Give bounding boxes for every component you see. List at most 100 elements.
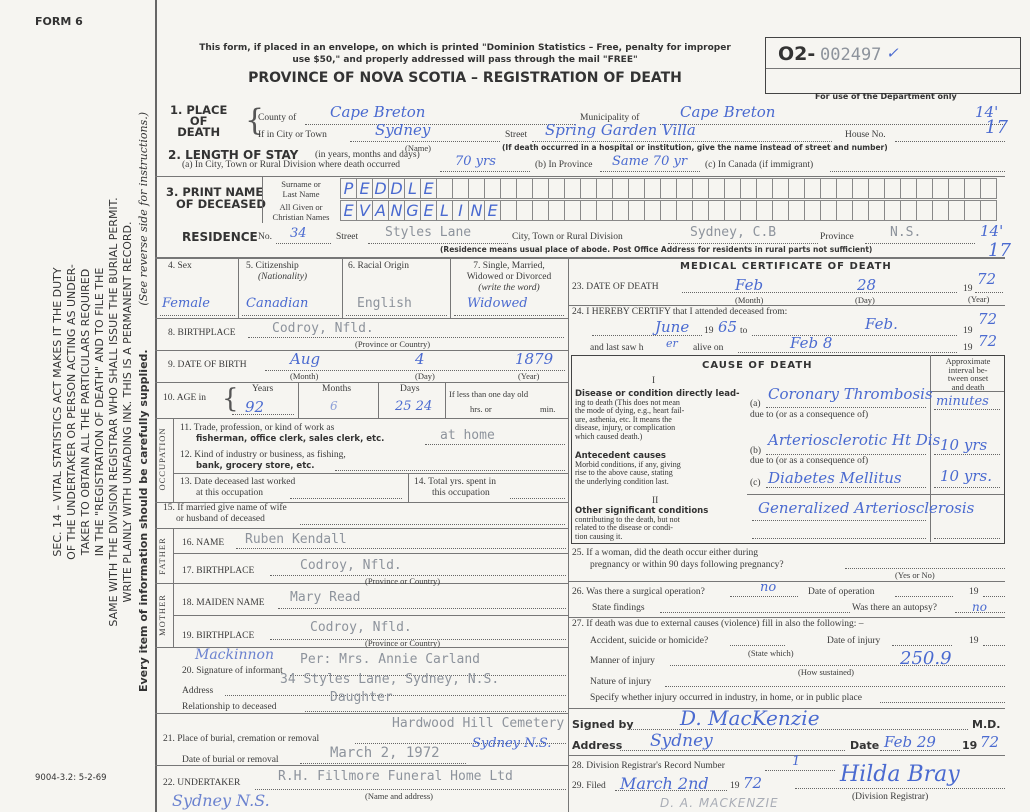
record-number[interactable]: 1 [792, 754, 801, 769]
certify-year[interactable]: 72 [980, 733, 1000, 751]
cause-b-value[interactable]: Arteriosclerotic Ht Dis [768, 431, 941, 449]
informant-signature[interactable]: Mackinnon [195, 647, 274, 663]
letter-box[interactable] [501, 201, 517, 220]
citizenship-value[interactable]: Canadian [246, 296, 309, 311]
letter-box[interactable] [901, 201, 917, 220]
municipality-value[interactable]: Cape Breton [680, 103, 776, 121]
letter-box[interactable]: E [341, 201, 357, 220]
dob-day[interactable]: 4 [415, 350, 425, 368]
residence-city[interactable]: Sydney, C.B [690, 225, 777, 240]
surgical-operation-value[interactable]: no [760, 580, 777, 595]
letter-box[interactable] [757, 201, 773, 220]
letter-box[interactable] [565, 201, 581, 220]
letter-box[interactable] [837, 179, 853, 198]
letter-box[interactable]: E [421, 201, 437, 220]
letter-box[interactable] [949, 201, 965, 220]
mother-birthplace[interactable]: Codroy, Nfld. [310, 620, 412, 635]
county-value[interactable]: Cape Breton [330, 103, 426, 121]
certify-date[interactable]: Feb 29 [884, 733, 936, 751]
letter-box[interactable] [549, 179, 565, 198]
letter-box[interactable] [773, 201, 789, 220]
letter-box[interactable] [677, 179, 693, 198]
filed-date[interactable]: March 2nd [620, 774, 709, 793]
residence-province[interactable]: N.S. [890, 225, 922, 240]
dob-month[interactable]: Aug [290, 350, 321, 368]
burial-date[interactable]: March 2, 1972 [330, 745, 440, 761]
letter-box[interactable]: A [373, 201, 389, 220]
letter-box[interactable] [517, 201, 533, 220]
letter-box[interactable] [629, 179, 645, 198]
death-month[interactable]: Feb [735, 276, 764, 294]
letter-box[interactable] [709, 201, 725, 220]
letter-box[interactable] [869, 201, 885, 220]
letter-box[interactable] [885, 201, 901, 220]
stay-city-value[interactable]: 70 yrs [455, 154, 496, 169]
letter-box[interactable] [533, 179, 549, 198]
letter-box[interactable] [437, 179, 453, 198]
letter-box[interactable]: D [389, 179, 405, 198]
age-days[interactable]: 25 24 [395, 399, 433, 414]
letter-box[interactable] [757, 179, 773, 198]
letter-box[interactable] [853, 201, 869, 220]
city-value[interactable]: Sydney [375, 121, 431, 139]
letter-box[interactable] [645, 201, 661, 220]
letter-box[interactable]: L [437, 201, 453, 220]
letter-box[interactable] [725, 179, 741, 198]
letter-box[interactable] [501, 179, 517, 198]
letter-box[interactable] [869, 179, 885, 198]
residence-no[interactable]: 34 [290, 226, 307, 241]
letter-box[interactable]: L [405, 179, 421, 198]
residence-street[interactable]: Styles Lane [385, 225, 472, 240]
letter-box[interactable] [981, 201, 997, 220]
letter-box[interactable] [581, 201, 597, 220]
attended-to-month[interactable]: Feb. [865, 315, 898, 333]
letter-box[interactable]: E [485, 201, 501, 220]
street-value[interactable]: Spring Garden Villa [545, 121, 696, 139]
letter-box[interactable] [597, 179, 613, 198]
relationship-value[interactable]: Daughter [330, 690, 393, 705]
letter-box[interactable] [821, 179, 837, 198]
letter-box[interactable] [917, 179, 933, 198]
letter-box[interactable] [853, 179, 869, 198]
letter-box[interactable] [741, 201, 757, 220]
letter-box[interactable] [901, 179, 917, 198]
filed-year[interactable]: 72 [743, 774, 763, 792]
letter-box[interactable]: N [469, 201, 485, 220]
death-day[interactable]: 28 [857, 276, 877, 294]
letter-box[interactable] [693, 201, 709, 220]
letter-box[interactable] [949, 179, 965, 198]
last-saw-date[interactable]: Feb 8 [790, 334, 833, 352]
attended-to-year[interactable]: 72 [978, 310, 998, 328]
letter-box[interactable]: V [357, 201, 373, 220]
letter-box[interactable] [693, 179, 709, 198]
death-year[interactable]: 72 [977, 270, 997, 288]
mother-maiden-name[interactable]: Mary Read [290, 590, 361, 605]
birthplace-value[interactable]: Codroy, Nfld. [272, 321, 374, 336]
autopsy-value[interactable]: no [972, 600, 987, 614]
letter-box[interactable] [453, 179, 469, 198]
stay-province-value[interactable]: Same 70 yr [612, 154, 688, 169]
cause-b-interval[interactable]: 10 yrs [940, 436, 988, 454]
letter-box[interactable]: E [421, 179, 437, 198]
letter-box[interactable]: D [373, 179, 389, 198]
letter-box[interactable]: E [357, 179, 373, 198]
other-conditions-value[interactable]: Generalized Arteriosclerosis [758, 499, 975, 517]
letter-box[interactable] [469, 179, 485, 198]
letter-box[interactable] [965, 179, 981, 198]
letter-box[interactable] [805, 179, 821, 198]
letter-box[interactable] [661, 179, 677, 198]
physician-address[interactable]: Sydney [650, 731, 713, 751]
letter-box[interactable] [485, 179, 501, 198]
last-saw-year[interactable]: 72 [978, 332, 998, 350]
letter-box[interactable] [789, 201, 805, 220]
letter-box[interactable] [805, 201, 821, 220]
letter-box[interactable]: I [453, 201, 469, 220]
pronoun-value[interactable]: er [666, 337, 678, 350]
letter-box[interactable] [741, 179, 757, 198]
letter-box[interactable] [821, 201, 837, 220]
father-name[interactable]: Ruben Kendall [245, 532, 347, 547]
letter-box[interactable] [725, 201, 741, 220]
letter-box[interactable] [581, 179, 597, 198]
age-years[interactable]: 92 [245, 398, 265, 416]
age-months[interactable]: 6 [330, 399, 338, 413]
